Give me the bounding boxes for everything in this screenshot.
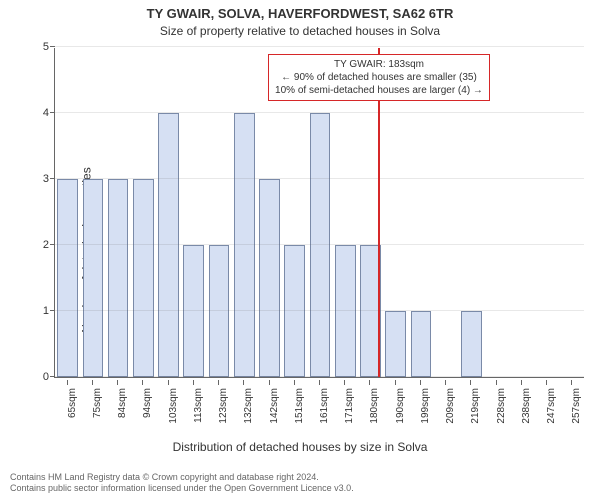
annotation-line: ← 90% of detached houses are smaller (35… <box>275 71 483 84</box>
x-tick-mark <box>117 380 118 385</box>
gridline <box>55 244 584 245</box>
x-tick-label: 180sqm <box>369 388 380 424</box>
y-tick-label: 3 <box>25 173 55 185</box>
x-ticks: 65sqm 75sqm 84sqm 94sqm 103sqm 113sqm 123sqm 13… <box>54 380 584 430</box>
footer-line-1: Contains HM Land Registry data © Crown c… <box>10 472 354 483</box>
gridline <box>55 310 584 311</box>
bar <box>335 245 356 377</box>
annotation-box: TY GWAIR: 183sqm← 90% of detached houses… <box>268 54 490 101</box>
x-tick-mark <box>269 380 270 385</box>
bar <box>234 113 255 377</box>
chart-title: TY GWAIR, SOLVA, HAVERFORDWEST, SA62 6TR <box>0 6 600 21</box>
gridline <box>55 112 584 113</box>
y-tick-label: 2 <box>25 239 55 251</box>
bar <box>83 179 104 377</box>
x-tick-mark <box>546 380 547 385</box>
x-tick-label: 247sqm <box>546 388 557 424</box>
x-axis-label: Distribution of detached houses by size … <box>0 440 600 454</box>
bar <box>461 311 482 377</box>
bar <box>385 311 406 377</box>
x-tick-label: 219sqm <box>470 388 481 424</box>
x-tick-label: 65sqm <box>67 388 78 418</box>
x-tick-label: 103sqm <box>168 388 179 424</box>
bar <box>158 113 179 377</box>
gridline <box>55 46 584 47</box>
x-tick-label: 257sqm <box>571 388 582 424</box>
x-tick-mark <box>571 380 572 385</box>
bar <box>183 245 204 377</box>
x-tick-mark <box>395 380 396 385</box>
bar <box>108 179 129 377</box>
footer-line-2: Contains public sector information licen… <box>10 483 354 494</box>
x-tick-mark <box>67 380 68 385</box>
bar <box>259 179 280 377</box>
x-tick-mark <box>521 380 522 385</box>
x-tick-label: 142sqm <box>269 388 280 424</box>
y-tick-label: 4 <box>25 107 55 119</box>
bar <box>411 311 432 377</box>
x-tick-mark <box>344 380 345 385</box>
x-tick-label: 113sqm <box>193 388 204 423</box>
x-tick-label: 228sqm <box>496 388 507 424</box>
x-tick-label: 171sqm <box>344 388 355 424</box>
y-tick-label: 1 <box>25 305 55 317</box>
x-tick-mark <box>168 380 169 385</box>
bar <box>310 113 331 377</box>
x-tick-mark <box>142 380 143 385</box>
x-tick-mark <box>420 380 421 385</box>
x-tick-mark <box>92 380 93 385</box>
x-tick-label: 123sqm <box>218 388 229 424</box>
gridline <box>55 376 584 377</box>
x-tick-label: 238sqm <box>521 388 532 424</box>
x-tick-mark <box>496 380 497 385</box>
bar <box>284 245 305 377</box>
chart-subtitle: Size of property relative to detached ho… <box>0 24 600 38</box>
plot-area: 012345TY GWAIR: 183sqm← 90% of detached … <box>54 48 584 378</box>
y-tick-label: 5 <box>25 41 55 53</box>
x-tick-label: 151sqm <box>294 388 305 424</box>
x-tick-mark <box>319 380 320 385</box>
bar <box>209 245 230 377</box>
x-tick-mark <box>243 380 244 385</box>
x-tick-mark <box>218 380 219 385</box>
x-tick-mark <box>470 380 471 385</box>
annotation-line: TY GWAIR: 183sqm <box>275 58 483 71</box>
x-tick-mark <box>445 380 446 385</box>
x-tick-label: 84sqm <box>117 388 128 418</box>
gridline <box>55 178 584 179</box>
y-tick-label: 0 <box>25 371 55 383</box>
x-tick-label: 161sqm <box>319 388 330 424</box>
x-tick-label: 199sqm <box>420 388 431 424</box>
chart-container: TY GWAIR, SOLVA, HAVERFORDWEST, SA62 6TR… <box>0 0 600 500</box>
x-tick-mark <box>294 380 295 385</box>
x-tick-mark <box>193 380 194 385</box>
x-tick-label: 132sqm <box>243 388 254 424</box>
x-tick-mark <box>369 380 370 385</box>
annotation-line: 10% of semi-detached houses are larger (… <box>275 84 483 97</box>
x-tick-label: 190sqm <box>395 388 406 424</box>
x-tick-label: 209sqm <box>445 388 456 424</box>
bar <box>133 179 154 377</box>
x-tick-label: 75sqm <box>92 388 103 418</box>
bar <box>57 179 78 377</box>
x-tick-label: 94sqm <box>142 388 153 418</box>
footer-attribution: Contains HM Land Registry data © Crown c… <box>10 472 354 495</box>
